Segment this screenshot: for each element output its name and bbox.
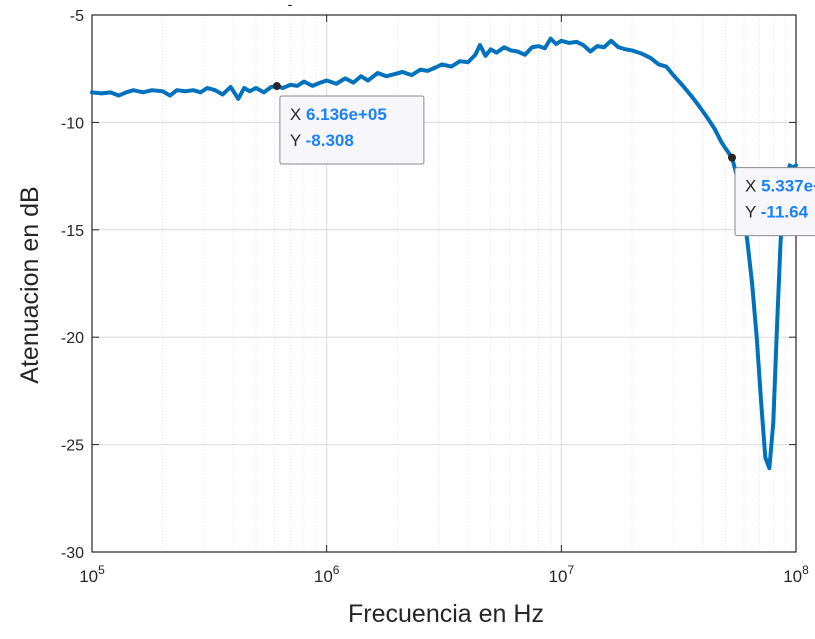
x-tick-label: 108 bbox=[783, 563, 809, 586]
x-tick-label: 105 bbox=[79, 563, 105, 586]
datatip-box bbox=[734, 167, 815, 237]
datatip-y-text: Y -8.308 bbox=[290, 131, 354, 150]
datatip-box bbox=[279, 95, 425, 165]
y-tick-label: -20 bbox=[61, 330, 84, 347]
x-axis-label: Frecuencia en Hz bbox=[348, 600, 544, 628]
y-tick-label: -30 bbox=[61, 545, 84, 562]
datatip-y-text: Y -11.64 bbox=[745, 203, 809, 222]
datatip-x-text: X 5.337e+07 bbox=[745, 177, 815, 196]
chart-title: - bbox=[288, 0, 293, 12]
datatip-x-text: X 6.136e+05 bbox=[290, 105, 387, 124]
x-tick-label: 107 bbox=[549, 563, 575, 586]
series-line bbox=[90, 36, 798, 471]
y-tick-label: -5 bbox=[70, 8, 84, 25]
datatip-marker bbox=[272, 82, 281, 91]
y-tick-label: -15 bbox=[61, 223, 84, 240]
plot-area bbox=[92, 15, 796, 552]
y-tick-label: -25 bbox=[61, 438, 84, 455]
grid-group bbox=[92, 15, 796, 552]
x-tick-label: 106 bbox=[314, 563, 340, 586]
y-tick-label: -10 bbox=[61, 115, 84, 132]
plot-border bbox=[91, 14, 797, 553]
datatip-marker bbox=[728, 153, 737, 162]
y-axis-label: Atenuacion en dB bbox=[16, 186, 44, 383]
